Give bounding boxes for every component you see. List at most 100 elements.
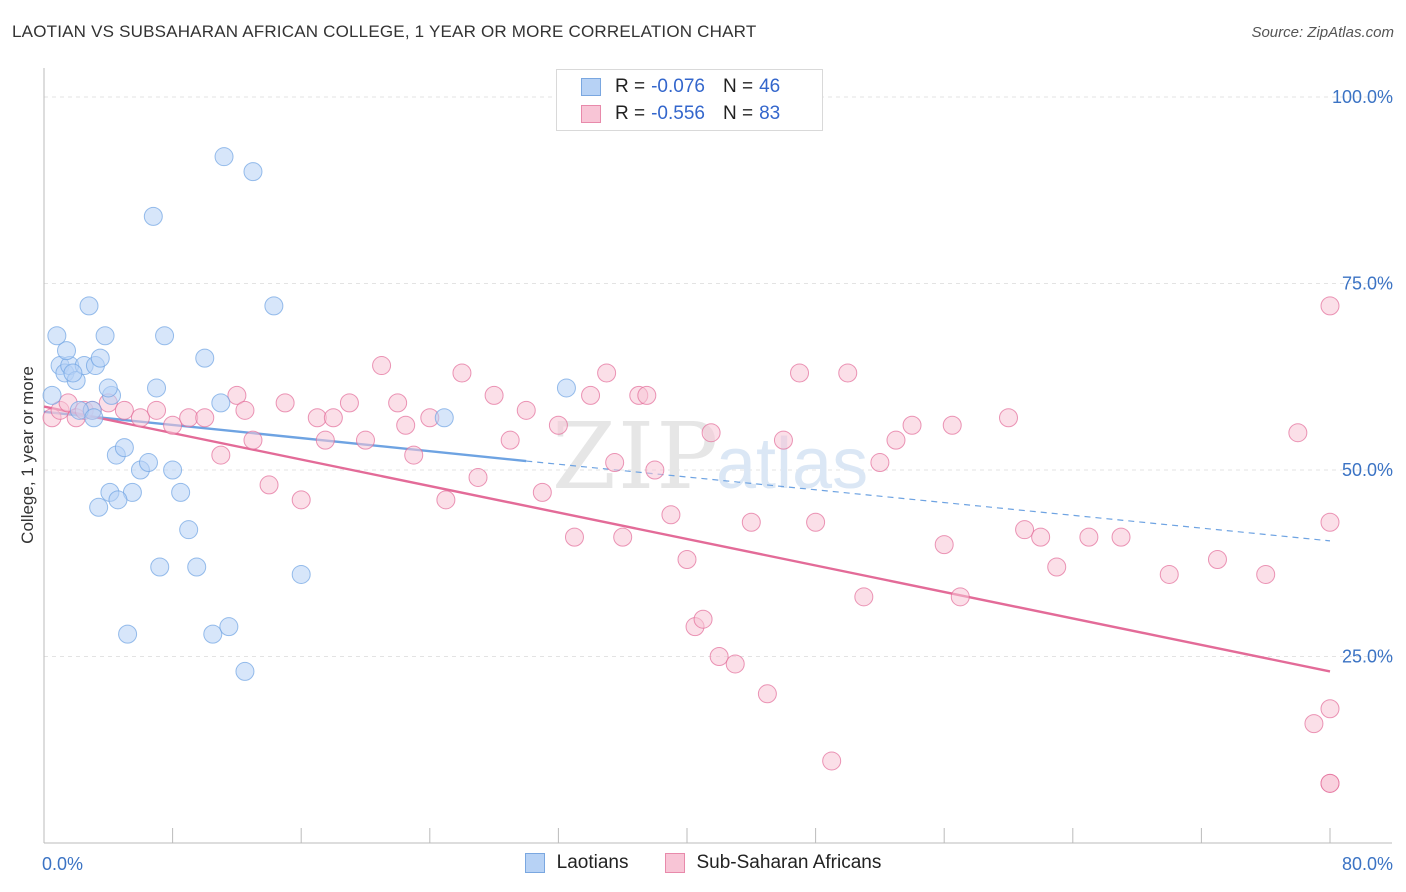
legend-row-subsaharan: R = -0.556 N = 83 bbox=[581, 101, 780, 127]
subsaharan-point bbox=[179, 408, 199, 428]
subsaharan-point bbox=[902, 415, 922, 435]
subsaharan-point bbox=[613, 527, 633, 547]
series-swatch-laotians bbox=[524, 853, 545, 873]
subsaharan-point bbox=[1320, 699, 1340, 719]
subsaharan-point bbox=[404, 445, 424, 465]
subsaharan-point bbox=[645, 460, 665, 480]
y-axis-label: College, 1 year or more bbox=[18, 366, 37, 544]
subsaharan-point bbox=[854, 587, 874, 607]
laotian-point bbox=[84, 408, 104, 428]
subsaharan-point bbox=[790, 363, 810, 383]
laotian-point bbox=[57, 341, 77, 361]
subsaharan-point bbox=[1320, 296, 1340, 316]
subsaharan-point bbox=[1079, 527, 1099, 547]
data-points bbox=[42, 147, 1340, 793]
x-tick-labels: 0.0% 80.0% bbox=[42, 854, 1393, 874]
legend-r-value: -0.076 bbox=[651, 76, 705, 97]
subsaharan-point bbox=[235, 400, 255, 420]
laotian-point bbox=[195, 348, 215, 368]
subsaharan-point bbox=[701, 423, 721, 443]
subsaharan-point bbox=[307, 408, 327, 428]
subsaharan-point bbox=[757, 684, 777, 704]
subsaharan-point bbox=[315, 430, 335, 450]
subsaharan-point bbox=[1047, 557, 1067, 577]
subsaharan-point bbox=[211, 445, 231, 465]
subsaharan-point bbox=[323, 408, 343, 428]
laotian-point bbox=[214, 147, 234, 167]
subsaharan-point bbox=[822, 751, 842, 771]
x-tick-label-min: 0.0% bbox=[42, 854, 83, 874]
laotian-point bbox=[434, 408, 454, 428]
laotian-point bbox=[211, 393, 231, 413]
y-tick-label: 25.0% bbox=[1342, 647, 1393, 667]
laotian-point bbox=[143, 206, 163, 226]
subsaharan-point bbox=[548, 415, 568, 435]
subsaharan-point bbox=[227, 385, 247, 405]
legend-r-value: -0.556 bbox=[651, 103, 705, 124]
correlation-legend: R = -0.076 N = 46 R = -0.556 N = 83 bbox=[556, 69, 823, 131]
subsaharan-point bbox=[516, 400, 536, 420]
subsaharan-point bbox=[388, 393, 408, 413]
laotian-point bbox=[114, 438, 134, 458]
subsaharan-point bbox=[1320, 773, 1340, 793]
laotian-point bbox=[219, 617, 239, 637]
subsaharan-point bbox=[291, 490, 311, 510]
laotian-point bbox=[63, 363, 83, 383]
legend-swatch-laotians bbox=[581, 78, 601, 96]
subsaharan-point bbox=[637, 385, 657, 405]
subsaharan-point bbox=[396, 415, 416, 435]
subsaharan-point bbox=[999, 408, 1018, 428]
subsaharan-point bbox=[1207, 550, 1227, 570]
chart-title: LAOTIAN VS SUBSAHARAN AFRICAN COLLEGE, 1… bbox=[12, 22, 757, 41]
laotian-point bbox=[556, 378, 576, 398]
laotian-point bbox=[155, 326, 175, 346]
subsaharan-point bbox=[597, 363, 617, 383]
legend-n-label: N = bbox=[722, 76, 754, 97]
series-legend-laotians: Laotians bbox=[524, 852, 629, 874]
series-legend-subsaharan: Sub-Saharan Africans bbox=[664, 852, 881, 874]
laotian-point bbox=[171, 482, 191, 502]
subsaharan-point bbox=[1015, 520, 1035, 540]
subsaharan-point bbox=[838, 363, 858, 383]
y-tick-label: 75.0% bbox=[1342, 274, 1393, 294]
laotian-point bbox=[243, 162, 263, 182]
subsaharan-point bbox=[468, 467, 488, 487]
laotian-point bbox=[147, 378, 167, 398]
watermark: ZIP atlas bbox=[552, 403, 868, 510]
subsaharan-point bbox=[1111, 527, 1131, 547]
subsaharan-point bbox=[725, 654, 745, 674]
subsaharan-point bbox=[452, 363, 472, 383]
subsaharan-point bbox=[195, 408, 215, 428]
subsaharan-point bbox=[741, 512, 761, 532]
laotian-point bbox=[90, 348, 110, 368]
legend-swatch-subsaharan bbox=[581, 105, 601, 123]
subsaharan-point bbox=[661, 505, 681, 525]
laotian-point bbox=[108, 490, 128, 510]
laotian-point bbox=[95, 326, 115, 346]
subsaharan-trend-line bbox=[43, 405, 1331, 673]
watermark-zip: ZIP bbox=[552, 403, 720, 510]
laotian-point bbox=[291, 564, 311, 584]
legend-n-value: 46 bbox=[759, 76, 781, 97]
subsaharan-point bbox=[709, 647, 729, 666]
axes bbox=[43, 68, 1392, 844]
x-tick-label-max: 80.0% bbox=[1342, 854, 1393, 874]
subsaharan-point bbox=[243, 430, 263, 450]
laotian-trend-line bbox=[43, 410, 527, 463]
subsaharan-point bbox=[806, 512, 826, 532]
subsaharan-point bbox=[1159, 564, 1179, 584]
laotian-point bbox=[187, 557, 207, 577]
subsaharan-point bbox=[1288, 423, 1308, 443]
subsaharan-point bbox=[500, 430, 520, 450]
subsaharan-point bbox=[436, 490, 456, 510]
subsaharan-point bbox=[677, 550, 697, 570]
laotian-point bbox=[98, 378, 118, 398]
legend-n-value: 83 bbox=[759, 103, 781, 124]
laotian-point bbox=[118, 624, 138, 644]
subsaharan-point bbox=[950, 587, 970, 607]
legend-n-label: N = bbox=[722, 103, 754, 124]
subsaharan-point bbox=[942, 415, 962, 435]
laotian-point bbox=[79, 296, 99, 316]
subsaharan-point bbox=[484, 385, 504, 405]
laotian-point bbox=[264, 296, 284, 316]
